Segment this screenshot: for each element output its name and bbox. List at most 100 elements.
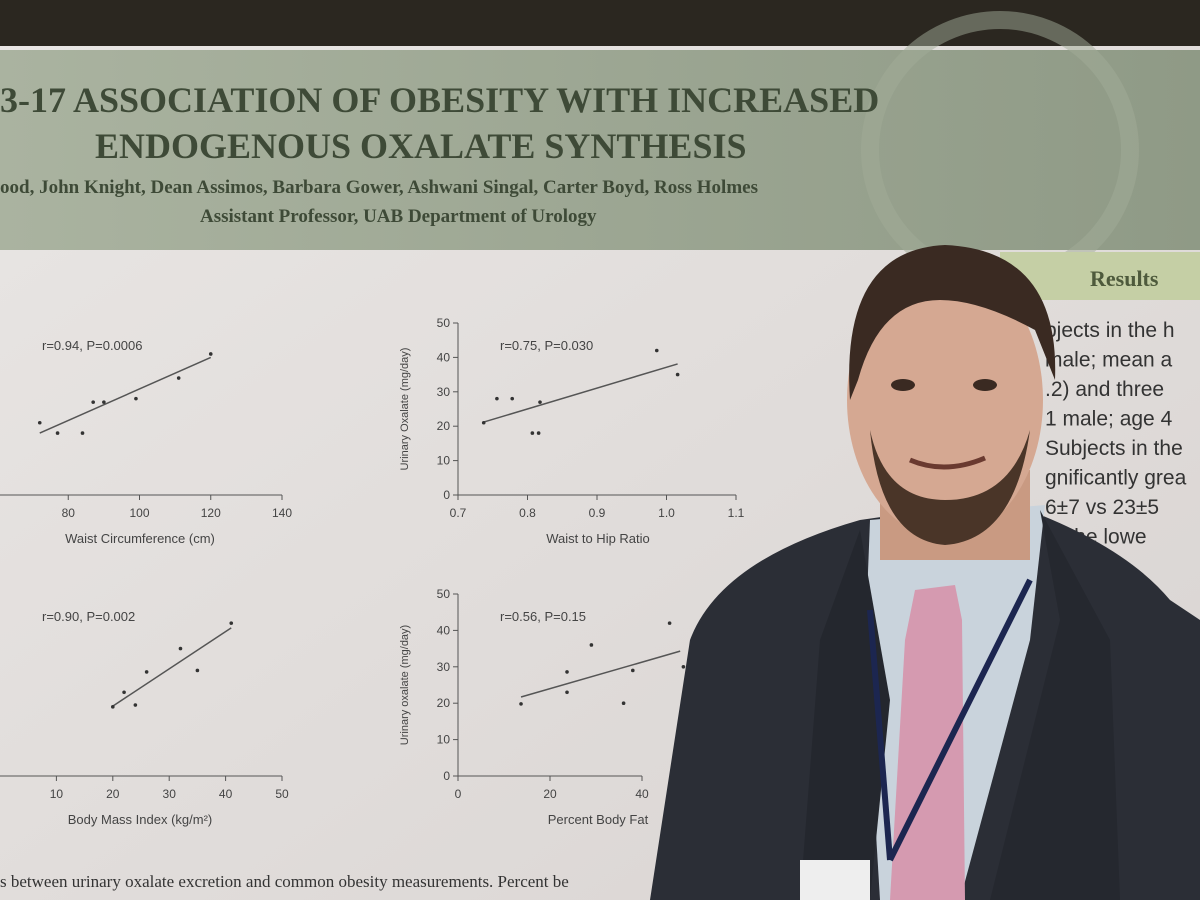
data-point	[195, 668, 200, 673]
affiliation: Assistant Professor, UAB Department of U…	[200, 206, 597, 227]
y-tick-label: 40	[437, 623, 451, 637]
data-point	[519, 702, 523, 706]
results-line: 6±7 vs 23±5	[1045, 496, 1159, 519]
x-tick-label: 140	[272, 506, 292, 520]
beard	[870, 430, 1030, 545]
data-point	[667, 621, 672, 625]
data-point	[102, 400, 106, 404]
data-point	[80, 431, 85, 435]
header-band	[0, 50, 1200, 250]
lapel	[990, 510, 1120, 900]
data-point	[111, 705, 115, 709]
x-tick-label: 40	[219, 787, 233, 801]
x-tick-label: 0.8	[519, 506, 536, 520]
face	[847, 262, 1043, 538]
results-line: .2) and three	[1045, 378, 1164, 401]
fit-line	[520, 650, 681, 698]
title-line: ENDOGENOUS OXALATE SYNTHESIS	[95, 126, 747, 166]
lanyard	[887, 578, 1033, 862]
y-axis-label: Urinary oxalate (mg/day)	[399, 625, 411, 745]
data-point	[495, 396, 499, 401]
y-axis-label: Urinary Oxalate (mg/day)	[399, 348, 411, 471]
x-axis-label: Percent Body Fat	[548, 812, 649, 827]
fit-line	[39, 356, 212, 434]
data-point	[55, 431, 60, 435]
x-tick-label: 0	[455, 787, 462, 801]
x-tick-label: 0.7	[450, 506, 467, 520]
x-tick-label: 0.9	[589, 506, 606, 520]
y-tick-label: 30	[437, 660, 451, 674]
results-line: male; mean a	[1045, 349, 1173, 372]
x-tick-label: 30	[163, 787, 177, 801]
eye	[973, 379, 997, 391]
annotation: r=0.56, P=0.15	[500, 609, 586, 624]
data-point	[178, 646, 183, 651]
x-axis-label: Waist Circumference (cm)	[65, 531, 215, 546]
data-point	[208, 352, 213, 356]
results-line: Subjects in the	[1045, 437, 1183, 460]
lapel	[800, 530, 890, 900]
x-tick-label: 10	[50, 787, 64, 801]
y-tick-label: 0	[443, 769, 450, 783]
y-tick-label: 20	[437, 696, 451, 710]
fit-line	[112, 627, 232, 707]
y-tick-label: 30	[437, 385, 451, 399]
data-point	[510, 396, 515, 401]
annotation: r=0.90, P=0.002	[42, 609, 135, 624]
data-point	[536, 431, 541, 435]
data-point	[565, 670, 569, 674]
x-tick-label: 1.0	[658, 506, 675, 520]
data-point	[565, 690, 569, 695]
data-point	[530, 431, 535, 435]
data-point	[631, 668, 635, 673]
y-tick-label: 20	[437, 419, 451, 433]
data-point	[91, 400, 95, 404]
data-point	[229, 621, 234, 625]
x-tick-label: 1.1	[728, 506, 745, 520]
header: 3-17 ASSOCIATION OF OBESITY WITH INCREAS…	[0, 80, 879, 227]
data-point	[481, 420, 486, 425]
data-point	[133, 703, 138, 707]
x-tick-label: 40	[635, 787, 649, 801]
caption: s between urinary oxalate excretion and …	[0, 872, 569, 891]
data-point	[37, 420, 42, 425]
data-point	[589, 643, 594, 647]
data-point	[144, 670, 149, 674]
data-point	[675, 372, 680, 377]
y-tick-label: 10	[437, 454, 451, 468]
mouth	[909, 455, 986, 470]
results-line: gnificantly grea	[1045, 467, 1187, 490]
lanyard	[867, 609, 893, 861]
annotation: r=0.94, P=0.0006	[42, 338, 142, 353]
x-axis-label: Body Mass Index (kg/m²)	[68, 812, 213, 827]
results-line: bjects in the h	[1045, 319, 1175, 342]
x-axis-label: Waist to Hip Ratio	[546, 531, 650, 546]
fit-line	[483, 363, 678, 423]
data-point	[654, 348, 659, 353]
y-tick-label: 10	[437, 733, 451, 747]
results-text: bjects in the h male; mean a .2) and three…	[1045, 319, 1187, 578]
eye	[891, 379, 915, 391]
data-point	[681, 665, 686, 669]
data-point	[176, 376, 181, 380]
y-tick-label: 0	[443, 488, 450, 502]
person	[650, 245, 1200, 900]
x-tick-label: 20	[543, 787, 557, 801]
x-tick-label: 20	[106, 787, 120, 801]
data-point	[122, 690, 126, 695]
results-heading: Results	[1090, 266, 1159, 291]
y-tick-label: 40	[437, 350, 451, 364]
hair	[849, 245, 1056, 400]
y-tick-label: 50	[437, 587, 451, 601]
authors: ood, John Knight, Dean Assimos, Barbara …	[0, 177, 758, 198]
data-point	[538, 400, 542, 404]
annotation: r=0.75, P=0.030	[500, 338, 593, 353]
x-tick-label: 80	[62, 506, 76, 520]
x-tick-label: 50	[275, 787, 289, 801]
x-tick-label: 120	[201, 506, 221, 520]
y-tick-label: 50	[437, 316, 451, 330]
x-tick-label: 100	[129, 506, 149, 520]
